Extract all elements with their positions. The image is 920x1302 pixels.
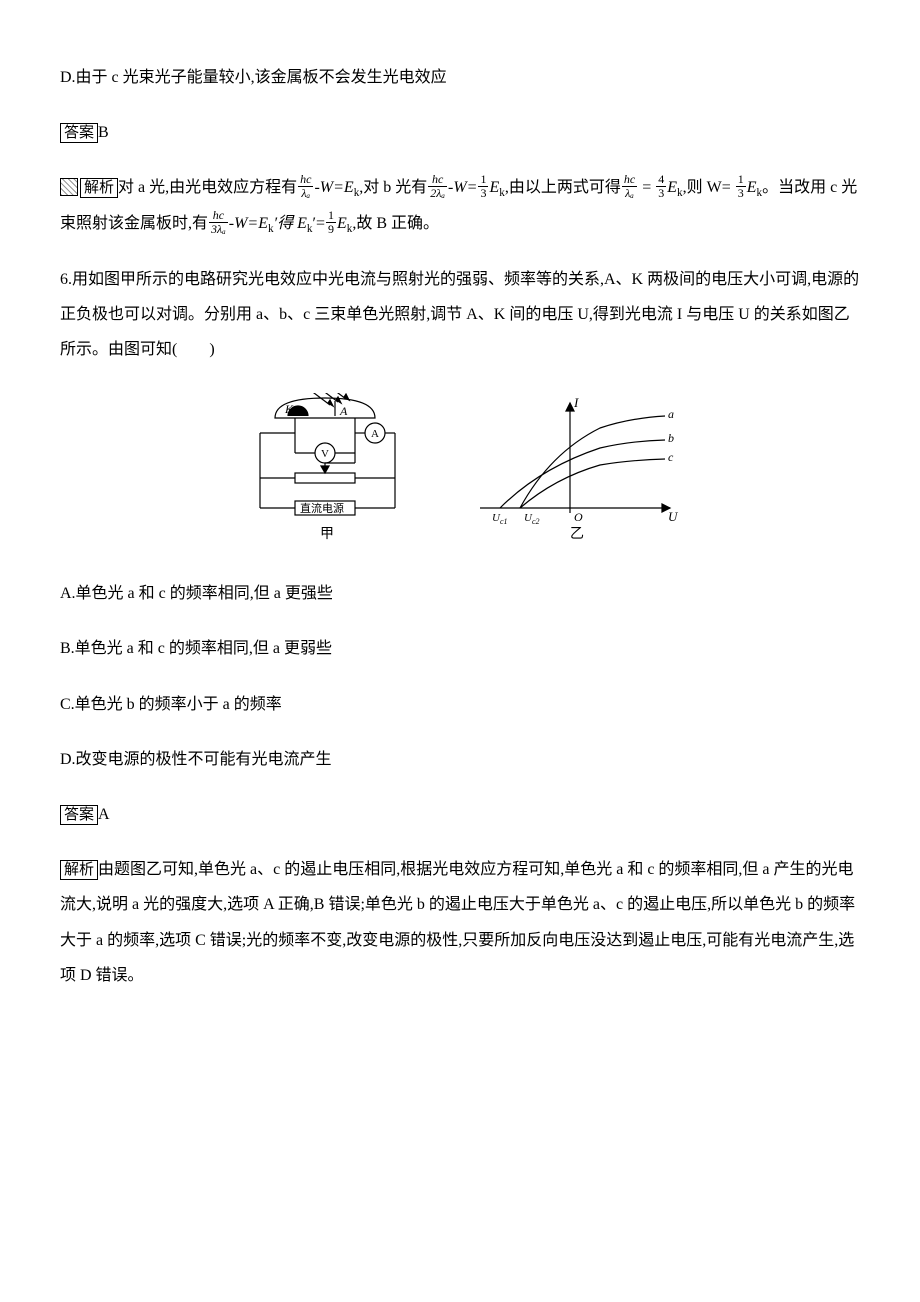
explain-label-box-2: 解析 — [60, 860, 98, 880]
explain-label-box: 解析 — [80, 178, 118, 198]
svg-text:V: V — [321, 448, 329, 460]
svg-text:A: A — [339, 404, 348, 418]
q5-expl-text-3: ,对 b 光有 — [359, 179, 427, 196]
q5-expl-text-1: 对 a 光,由光电效应方程有 — [118, 179, 297, 196]
figure-graph: I U a b c Uc1 Uc2 O 乙 — [470, 393, 680, 552]
eq-sign: = — [638, 179, 655, 196]
q5-expl-text-11: ,故 B 正确。 — [352, 215, 439, 232]
answer-label-box-2: 答案 — [60, 805, 98, 825]
circuit-svg: K A A V 直流电源 甲 — [240, 393, 410, 543]
answer-label-box: 答案 — [60, 123, 98, 143]
q6-explanation: 解析由题图乙可知,单色光 a、c 的遏止电压相同,根据光电效应方程可知,单色光 … — [60, 852, 860, 993]
svg-text:甲: 甲 — [320, 527, 334, 542]
q6-option-d: D.改变电源的极性不可能有光电流产生 — [60, 742, 860, 777]
q6-expl-text: 由题图乙可知,单色光 a、c 的遏止电压相同,根据光电效应方程可知,单色光 a … — [60, 861, 855, 984]
svg-text:Uc2: Uc2 — [524, 512, 540, 526]
q5-explanation: 解析对 a 光,由光电效应方程有hcλₐ-W=Ek,对 b 光有hc2λₐ-W=… — [60, 170, 860, 242]
q6-option-b: B.单色光 a 和 c 的频率相同,但 a 更弱些 — [60, 631, 860, 666]
svg-text:c: c — [668, 450, 674, 464]
svg-text:b: b — [668, 431, 674, 445]
svg-text:U: U — [668, 509, 679, 524]
frac-3: 13 — [478, 173, 488, 200]
q5-ek-4: E — [337, 215, 347, 232]
svg-text:Uc1: Uc1 — [492, 512, 508, 526]
svg-text:O: O — [574, 510, 583, 524]
q6-answer-line: 答案A — [60, 797, 860, 832]
q5-expl-text-6: ,则 W= — [683, 179, 731, 196]
svg-text:I: I — [573, 395, 579, 410]
figure-circuit: K A A V 直流电源 甲 — [240, 393, 410, 552]
q5-expl-text-8: -W=E — [229, 215, 268, 232]
q5-expl-text-2: -W=E — [314, 179, 353, 196]
q6-answer-value: A — [98, 806, 110, 823]
graph-svg: I U a b c Uc1 Uc2 O 乙 — [470, 393, 680, 543]
q6-option-a: A.单色光 a 和 c 的频率相同,但 a 更强些 — [60, 576, 860, 611]
svg-text:A: A — [371, 428, 379, 440]
q5-expl-text-9: ′得 E — [274, 215, 307, 232]
hatch-icon — [60, 178, 78, 196]
q5-expl-text-10: ′= — [312, 215, 325, 232]
q5-option-d: D.由于 c 光束光子能量较小,该金属板不会发生光电效应 — [60, 60, 860, 95]
frac-6: 13 — [736, 173, 746, 200]
frac-4: hcλₐ — [622, 173, 637, 200]
svg-text:直流电源: 直流电源 — [300, 501, 344, 515]
frac-1: hcλₐ — [298, 173, 313, 200]
frac-8: 19 — [326, 209, 336, 236]
q5-ek-2: E — [667, 179, 677, 196]
q6-stem: 6.用如图甲所示的电路研究光电效应中光电流与照射光的强弱、频率等的关系,A、K … — [60, 262, 860, 368]
q5-answer-value: B — [98, 124, 109, 141]
frac-7: hc3λₐ — [209, 209, 228, 236]
q6-option-c: C.单色光 b 的频率小于 a 的频率 — [60, 687, 860, 722]
svg-text:a: a — [668, 407, 674, 421]
svg-text:K: K — [284, 402, 294, 416]
svg-text:乙: 乙 — [570, 526, 584, 542]
q5-ek-3: E — [747, 179, 757, 196]
figure-row: K A A V 直流电源 甲 I U a — [60, 393, 860, 552]
q5-answer-line: 答案B — [60, 115, 860, 150]
q5-expl-text-4: -W= — [448, 179, 477, 196]
q5-expl-text-5: ,由以上两式可得 — [505, 179, 621, 196]
q5-ek-1: E — [489, 179, 499, 196]
frac-2: hc2λₐ — [428, 173, 447, 200]
frac-5: 43 — [656, 173, 666, 200]
